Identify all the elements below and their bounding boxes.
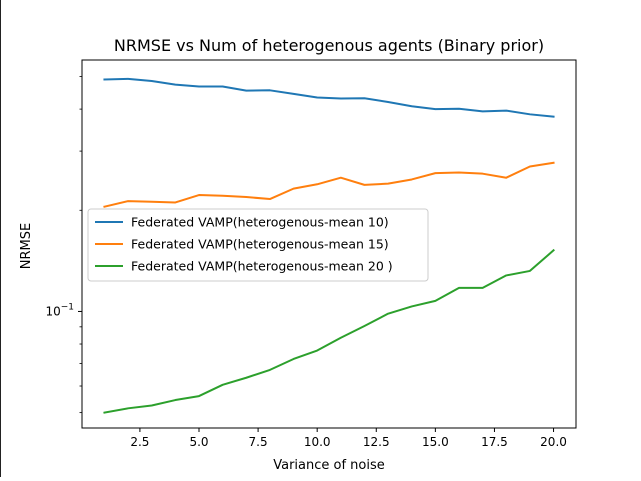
y-axis-ticks: 10−1 xyxy=(45,76,82,414)
x-tick-label: 17.5 xyxy=(481,435,508,449)
legend: Federated VAMP(heterogenous-mean 10) Fede… xyxy=(87,208,429,282)
legend-label-3: Federated VAMP(heterogenous-mean 20 ) xyxy=(131,259,393,274)
x-tick-label: 7.5 xyxy=(249,435,268,449)
y-axis-label: NRMSE xyxy=(19,223,34,269)
series-line-1 xyxy=(103,77,555,118)
series-line-2 xyxy=(103,161,555,208)
legend-label-2: Federated VAMP(heterogenous-mean 15) xyxy=(131,237,389,252)
plot-area-frame xyxy=(81,59,577,429)
legend-label-1: Federated VAMP(heterogenous-mean 10) xyxy=(131,215,389,230)
x-tick-label: 20.0 xyxy=(540,435,567,449)
x-tick-label: 15.0 xyxy=(422,435,449,449)
chart-title: NRMSE vs Num of heterogenous agents (Bin… xyxy=(114,36,544,55)
plot-layer xyxy=(103,77,555,414)
series-line-3 xyxy=(103,248,555,414)
legend-box xyxy=(87,208,429,282)
y-tick-label: 10−1 xyxy=(45,302,74,318)
x-tick-label: 2.5 xyxy=(130,435,149,449)
x-axis-ticks: 2.5 5.0 7.5 10.0 12.5 15.0 17.5 20.0 xyxy=(130,428,567,449)
x-tick-label: 10.0 xyxy=(304,435,331,449)
window-left-border xyxy=(0,0,1,477)
x-tick-label: 12.5 xyxy=(363,435,390,449)
x-tick-label: 5.0 xyxy=(189,435,208,449)
x-axis-label: Variance of noise xyxy=(273,458,385,473)
